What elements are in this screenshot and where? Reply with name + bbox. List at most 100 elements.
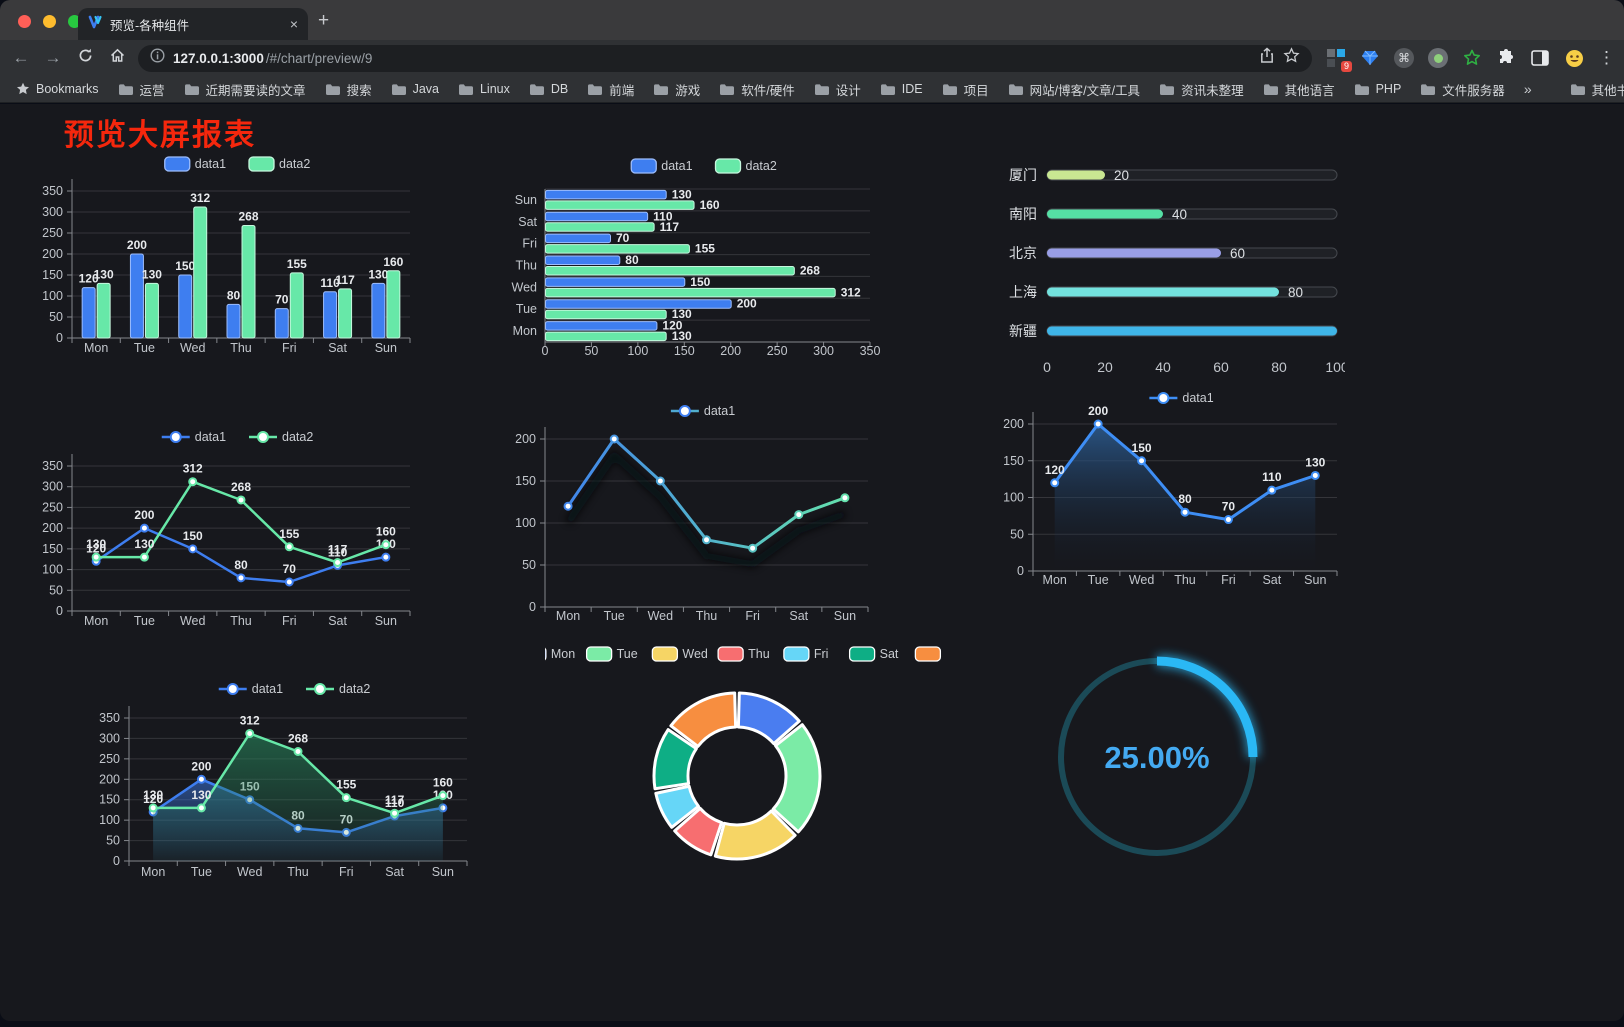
svg-text:50: 50 bbox=[49, 583, 63, 597]
bookmark-folder[interactable]: Linux bbox=[458, 82, 510, 96]
star-extension-icon[interactable] bbox=[1462, 48, 1482, 68]
tab-favicon bbox=[88, 15, 102, 34]
svg-text:Mon: Mon bbox=[84, 614, 108, 628]
bookmark-folder[interactable]: 其他语言 bbox=[1263, 80, 1335, 99]
svg-text:155: 155 bbox=[279, 527, 299, 541]
svg-text:Thu: Thu bbox=[230, 341, 252, 355]
svg-text:data1: data1 bbox=[661, 159, 692, 173]
tab-close-icon[interactable]: × bbox=[289, 16, 298, 32]
browser-tab[interactable]: 预览-各种组件 × bbox=[78, 8, 308, 40]
forward-icon[interactable]: → bbox=[44, 48, 62, 67]
bookmark-folder[interactable]: PHP bbox=[1354, 82, 1401, 96]
back-icon[interactable]: ← bbox=[12, 48, 30, 67]
page-content: 预览大屏报表 data1 data2 0 50 100 150 200 250 300 350 Mo… bbox=[0, 104, 1624, 1021]
svg-text:130: 130 bbox=[672, 187, 692, 201]
site-info-icon[interactable] bbox=[150, 48, 165, 68]
svg-text:110: 110 bbox=[1262, 470, 1282, 484]
svg-text:0: 0 bbox=[1017, 564, 1024, 578]
svg-text:Fri: Fri bbox=[814, 647, 829, 661]
close-window-button[interactable] bbox=[18, 15, 31, 28]
svg-text:Fri: Fri bbox=[522, 237, 537, 251]
bookmark-folder[interactable]: Java bbox=[391, 82, 439, 96]
folder-icon bbox=[325, 83, 340, 95]
svg-text:120: 120 bbox=[1045, 463, 1065, 477]
svg-text:130: 130 bbox=[672, 307, 692, 321]
double-area-line-chart: data1 data2 0 50 100 150 200 250 300 350 Mon Tue Wed… bbox=[95, 673, 475, 891]
svg-text:100: 100 bbox=[1003, 491, 1024, 505]
svg-text:350: 350 bbox=[99, 711, 120, 725]
svg-text:130: 130 bbox=[191, 788, 211, 802]
svg-text:50: 50 bbox=[1010, 527, 1024, 541]
svg-text:130: 130 bbox=[1305, 455, 1325, 469]
bookmark-folder[interactable]: IDE bbox=[880, 82, 923, 96]
tab-title: 预览-各种组件 bbox=[110, 18, 190, 33]
folder-icon bbox=[391, 83, 406, 95]
svg-text:200: 200 bbox=[127, 238, 147, 252]
extensions-puzzle-icon[interactable] bbox=[1496, 48, 1516, 68]
share-icon[interactable] bbox=[1259, 47, 1275, 69]
svg-text:Tue: Tue bbox=[1088, 573, 1109, 587]
emoji-extension-icon[interactable] bbox=[1564, 48, 1584, 68]
svg-text:160: 160 bbox=[700, 198, 720, 212]
minimize-window-button[interactable] bbox=[43, 15, 56, 28]
star-icon bbox=[17, 82, 29, 95]
svg-text:Mon: Mon bbox=[551, 647, 575, 661]
bookmark-folder[interactable]: 文件服务器 bbox=[1420, 80, 1505, 99]
svg-text:25.00%: 25.00% bbox=[1104, 740, 1209, 775]
zoom-window-button[interactable] bbox=[68, 15, 81, 28]
bookmark-folder[interactable]: 资讯未整理 bbox=[1159, 80, 1244, 99]
side-panel-icon[interactable] bbox=[1530, 48, 1550, 68]
bookmark-folder[interactable]: 设计 bbox=[814, 80, 861, 99]
bookmark-folder[interactable]: 运营 bbox=[118, 80, 165, 99]
url-path: /#/chart/preview/9 bbox=[265, 50, 373, 66]
svg-text:data2: data2 bbox=[746, 159, 777, 173]
svg-text:100: 100 bbox=[42, 563, 63, 577]
bookmark-folder[interactable]: 近期需要读的文章 bbox=[184, 80, 306, 99]
other-bookmarks-folder[interactable]: 其他书签 bbox=[1570, 80, 1624, 99]
home-icon[interactable] bbox=[106, 47, 128, 69]
svg-text:300: 300 bbox=[42, 480, 63, 494]
svg-text:南阳: 南阳 bbox=[1009, 206, 1037, 222]
svg-text:200: 200 bbox=[720, 344, 741, 358]
svg-text:Wed: Wed bbox=[180, 614, 206, 628]
bookmark-star-icon[interactable] bbox=[1283, 47, 1300, 69]
reload-icon[interactable] bbox=[74, 47, 96, 69]
svg-text:40: 40 bbox=[1172, 207, 1187, 222]
svg-text:40: 40 bbox=[1155, 359, 1171, 375]
gradient-line-chart: data1 0 50 100 150 200 Mon Tue Wed Thu Fri Sat Sun bbox=[500, 396, 890, 631]
bookmark-folder[interactable]: DB bbox=[529, 82, 568, 96]
svg-text:130: 130 bbox=[94, 267, 114, 281]
svg-text:312: 312 bbox=[190, 191, 210, 205]
bookmark-folder[interactable]: 前端 bbox=[587, 80, 634, 99]
bookmark-folder[interactable]: 游戏 bbox=[653, 80, 700, 99]
svg-text:data2: data2 bbox=[282, 430, 313, 444]
bookmarks-root[interactable]: Bookmarks bbox=[16, 82, 99, 96]
new-tab-button[interactable]: + bbox=[318, 10, 330, 31]
svg-text:117: 117 bbox=[335, 273, 355, 287]
gem-extension-icon[interactable] bbox=[1360, 48, 1380, 68]
bookmarks-overflow-chevron[interactable]: » bbox=[1523, 81, 1532, 97]
bookmark-folder[interactable]: 网站/博客/文章/工具 bbox=[1008, 80, 1140, 99]
address-bar[interactable]: 127.0.0.1:3000/#/chart/preview/9 bbox=[138, 44, 1312, 72]
svg-text:150: 150 bbox=[42, 268, 63, 282]
svg-text:155: 155 bbox=[695, 242, 715, 256]
svg-text:150: 150 bbox=[690, 275, 710, 289]
record-extension-icon[interactable] bbox=[1428, 48, 1448, 68]
bookmark-folder[interactable]: 软件/硬件 bbox=[719, 80, 795, 99]
svg-text:北京: 北京 bbox=[1009, 245, 1037, 261]
svg-text:250: 250 bbox=[42, 226, 63, 240]
svg-text:Tue: Tue bbox=[191, 865, 212, 879]
bookmark-folder[interactable]: 项目 bbox=[942, 80, 989, 99]
folder-icon bbox=[588, 83, 603, 95]
bookmark-folder[interactable]: 搜索 bbox=[325, 80, 372, 99]
svg-text:Mon: Mon bbox=[556, 609, 580, 623]
tab-group-extension-icon[interactable]: 9 bbox=[1326, 48, 1352, 72]
folder-icon bbox=[1354, 83, 1369, 95]
command-extension-icon[interactable]: ⌘ bbox=[1394, 48, 1414, 68]
svg-text:80: 80 bbox=[1271, 359, 1287, 375]
svg-text:0: 0 bbox=[542, 344, 549, 358]
svg-text:250: 250 bbox=[767, 344, 788, 358]
svg-text:268: 268 bbox=[231, 480, 251, 494]
svg-text:data1: data1 bbox=[1182, 391, 1213, 405]
browser-menu-icon[interactable]: ⋮ bbox=[1598, 48, 1615, 67]
